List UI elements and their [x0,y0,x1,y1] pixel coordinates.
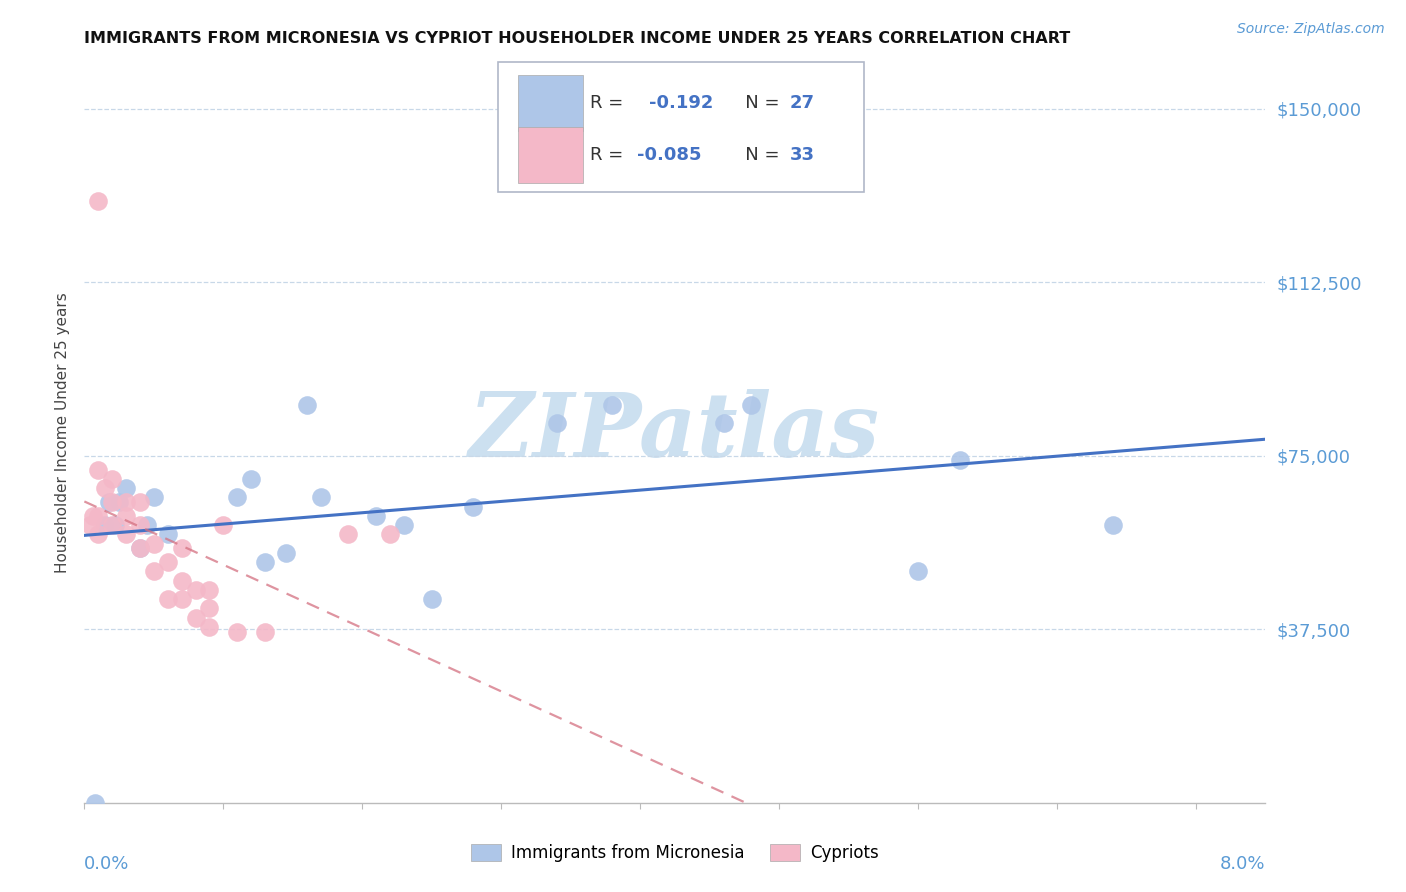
Point [184,610,207,624]
Point [104,518,127,533]
Point [129,518,152,533]
Point [253,624,276,639]
Point [115,495,138,509]
Point [184,582,207,597]
Point [740,398,762,412]
Text: 0.0%: 0.0% [84,855,129,872]
Point [82,508,104,523]
Text: -0.192: -0.192 [650,95,713,112]
Point [115,527,138,541]
Point [101,495,124,509]
Y-axis label: Householder Income Under 25 years: Householder Income Under 25 years [55,293,70,573]
Text: Source: ZipAtlas.com: Source: ZipAtlas.com [1237,22,1385,37]
Point [546,417,568,431]
Point [949,453,972,467]
Point [79,518,101,533]
Point [392,518,415,533]
Text: N =: N = [728,146,786,164]
Point [129,495,152,509]
Text: 33: 33 [789,146,814,164]
Point [129,541,152,556]
Point [108,495,131,509]
Text: ZIPatlas: ZIPatlas [470,390,880,475]
Point [1101,518,1123,533]
Point [713,417,735,431]
Text: 8.0%: 8.0% [1220,855,1265,872]
Point [142,491,165,505]
Point [366,508,388,523]
Point [226,491,249,505]
Point [198,582,221,597]
Point [253,555,276,569]
Point [226,624,249,639]
Point [87,194,110,209]
Point [87,508,110,523]
Point [170,592,193,607]
Point [378,527,401,541]
FancyBboxPatch shape [517,128,582,183]
Point [115,508,138,523]
Point [309,491,332,505]
Point [101,518,124,533]
Point [156,527,179,541]
Point [274,546,297,560]
Point [101,472,124,486]
Text: IMMIGRANTS FROM MICRONESIA VS CYPRIOT HOUSEHOLDER INCOME UNDER 25 YEARS CORRELAT: IMMIGRANTS FROM MICRONESIA VS CYPRIOT HO… [84,31,1070,46]
Point [142,536,165,550]
Point [84,796,107,810]
Text: -0.085: -0.085 [637,146,702,164]
Text: R =: R = [591,95,634,112]
Point [212,518,235,533]
Point [94,518,117,533]
Legend: Immigrants from Micronesia, Cypriots: Immigrants from Micronesia, Cypriots [464,837,886,869]
FancyBboxPatch shape [498,62,863,192]
FancyBboxPatch shape [517,76,582,131]
Point [907,565,929,579]
Point [94,481,117,495]
Point [156,592,179,607]
Text: 27: 27 [789,95,814,112]
Point [98,495,121,509]
Point [295,398,318,412]
Point [156,555,179,569]
Point [87,462,110,476]
Text: N =: N = [728,95,786,112]
Point [142,565,165,579]
Point [420,592,443,607]
Point [198,620,221,634]
Point [602,398,624,412]
Point [170,574,193,588]
Point [115,481,138,495]
Text: R =: R = [591,146,628,164]
Point [240,472,263,486]
Point [337,527,360,541]
Point [463,500,485,514]
Point [135,518,157,533]
Point [87,527,110,541]
Point [170,541,193,556]
Point [198,601,221,615]
Point [129,541,152,556]
